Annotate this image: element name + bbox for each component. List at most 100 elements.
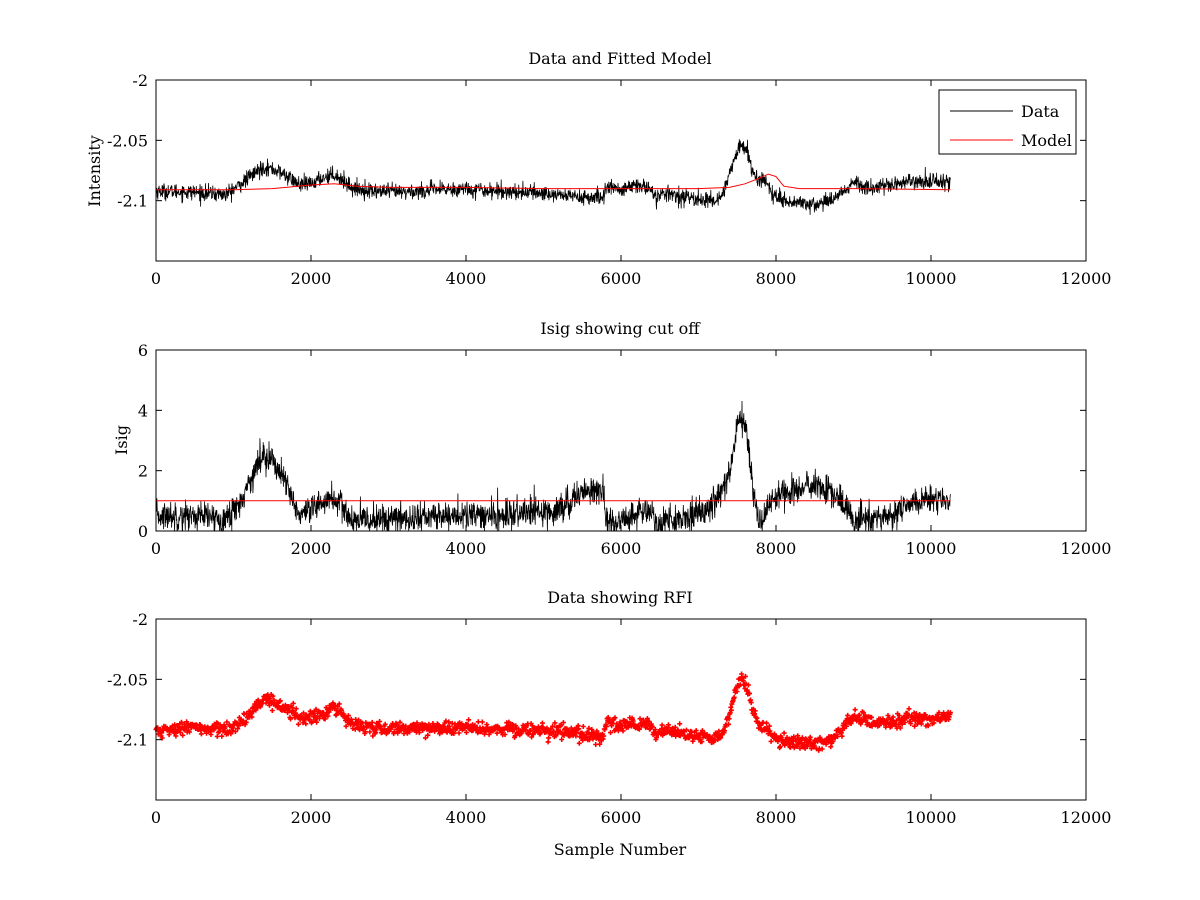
x-tick-label: 10000 bbox=[906, 808, 957, 827]
y-tick-label: -2.1 bbox=[117, 192, 148, 211]
data-point-marker bbox=[243, 719, 249, 725]
x-tick-label: 2000 bbox=[291, 539, 332, 558]
data-point-marker bbox=[187, 729, 192, 735]
data-point-marker bbox=[159, 735, 165, 741]
data-point-marker bbox=[734, 689, 740, 694]
data-point-marker bbox=[726, 721, 731, 727]
data-point-marker bbox=[277, 698, 283, 704]
data-point-marker bbox=[414, 720, 420, 726]
data-point-marker bbox=[465, 722, 471, 728]
x-tick-label: 6000 bbox=[601, 808, 642, 827]
data-point-marker bbox=[794, 743, 800, 749]
data-point-marker bbox=[179, 719, 184, 725]
data-point-marker bbox=[456, 730, 462, 736]
data-point-marker bbox=[902, 720, 908, 725]
data-point-marker bbox=[228, 731, 234, 737]
data-point-marker bbox=[249, 714, 255, 720]
data-point-marker bbox=[528, 728, 533, 733]
data-point-marker bbox=[494, 730, 500, 736]
series-model-line bbox=[156, 173, 951, 191]
data-point-marker bbox=[748, 700, 754, 706]
data-point-marker bbox=[889, 723, 895, 729]
data-point-marker bbox=[677, 721, 683, 727]
data-point-marker bbox=[180, 732, 186, 738]
data-point-marker bbox=[269, 708, 275, 713]
data-point-marker bbox=[672, 724, 678, 730]
data-point-marker bbox=[343, 723, 349, 729]
data-point-marker bbox=[382, 721, 388, 727]
data-point-marker bbox=[326, 709, 332, 715]
data-point-marker bbox=[739, 671, 745, 677]
data-point-marker bbox=[830, 738, 836, 744]
data-point-marker bbox=[550, 723, 556, 729]
y-axis-label: Isig bbox=[112, 425, 131, 455]
axis-ticks: 0 2000 4000 6000 8000 10000 12000 0 2 4 6 bbox=[138, 341, 1112, 558]
data-point-marker bbox=[906, 706, 912, 712]
data-point-marker bbox=[325, 713, 331, 719]
data-point-marker bbox=[264, 697, 270, 703]
data-point-marker bbox=[224, 719, 230, 725]
legend-label-model: Model bbox=[1021, 131, 1072, 150]
data-point-marker bbox=[912, 723, 918, 729]
x-tick-label: 0 bbox=[151, 539, 161, 558]
data-point-marker bbox=[819, 746, 825, 752]
x-tick-label: 10000 bbox=[906, 269, 957, 288]
data-point-marker bbox=[795, 733, 801, 739]
data-point-marker bbox=[443, 718, 449, 724]
plot-area bbox=[155, 139, 951, 215]
data-point-marker bbox=[693, 728, 699, 734]
data-point-marker bbox=[479, 719, 485, 725]
data-point-marker bbox=[852, 707, 858, 713]
data-point-marker bbox=[574, 729, 579, 735]
data-point-marker bbox=[407, 729, 413, 735]
data-point-marker bbox=[222, 724, 228, 730]
data-point-marker bbox=[781, 730, 787, 736]
y-tick-label: -2.1 bbox=[117, 731, 148, 750]
y-tick-label: 4 bbox=[138, 401, 148, 420]
y-tick-label: -2 bbox=[132, 71, 148, 90]
data-point-marker bbox=[931, 720, 937, 726]
data-point-marker bbox=[764, 720, 769, 726]
data-point-marker bbox=[617, 719, 623, 725]
series-data-line bbox=[155, 139, 951, 215]
data-point-marker bbox=[506, 719, 512, 725]
data-point-marker bbox=[219, 733, 225, 739]
data-point-marker bbox=[369, 719, 375, 725]
data-point-marker bbox=[731, 694, 737, 700]
panel-title: Isig showing cut off bbox=[540, 319, 701, 338]
data-point-marker bbox=[303, 721, 309, 727]
data-point-marker bbox=[300, 720, 306, 726]
data-point-marker bbox=[659, 722, 665, 728]
data-point-marker bbox=[597, 741, 603, 747]
data-point-marker bbox=[612, 715, 618, 721]
axis-ticks: 0 2000 4000 6000 8000 10000 12000 -2 -2.05 -2.1 bbox=[107, 610, 1111, 827]
data-point-marker bbox=[159, 730, 165, 736]
x-tick-label: 8000 bbox=[756, 539, 797, 558]
x-tick-label: 4000 bbox=[446, 808, 487, 827]
data-point-marker bbox=[270, 693, 276, 699]
data-point-marker bbox=[835, 734, 840, 740]
data-point-marker bbox=[684, 727, 689, 733]
data-point-marker bbox=[699, 728, 705, 734]
data-point-marker bbox=[811, 742, 817, 748]
data-point-marker bbox=[214, 733, 220, 739]
x-tick-label: 6000 bbox=[601, 269, 642, 288]
data-point-marker bbox=[529, 734, 535, 740]
data-point-marker bbox=[913, 711, 919, 716]
data-point-marker bbox=[322, 716, 328, 722]
data-point-marker bbox=[650, 724, 655, 730]
data-point-marker bbox=[897, 725, 903, 731]
y-tick-label: -2 bbox=[132, 610, 148, 629]
data-point-marker bbox=[561, 733, 567, 738]
data-point-marker bbox=[839, 733, 845, 739]
x-tick-label: 6000 bbox=[601, 539, 642, 558]
x-tick-label: 12000 bbox=[1061, 269, 1112, 288]
panel-title: Data showing RFI bbox=[547, 588, 692, 607]
data-point-marker bbox=[745, 682, 751, 688]
data-point-marker bbox=[699, 739, 705, 745]
data-point-marker bbox=[420, 727, 426, 733]
data-point-marker bbox=[768, 738, 774, 744]
data-point-marker bbox=[601, 733, 607, 739]
data-point-marker bbox=[845, 712, 851, 718]
data-point-marker bbox=[290, 708, 296, 714]
